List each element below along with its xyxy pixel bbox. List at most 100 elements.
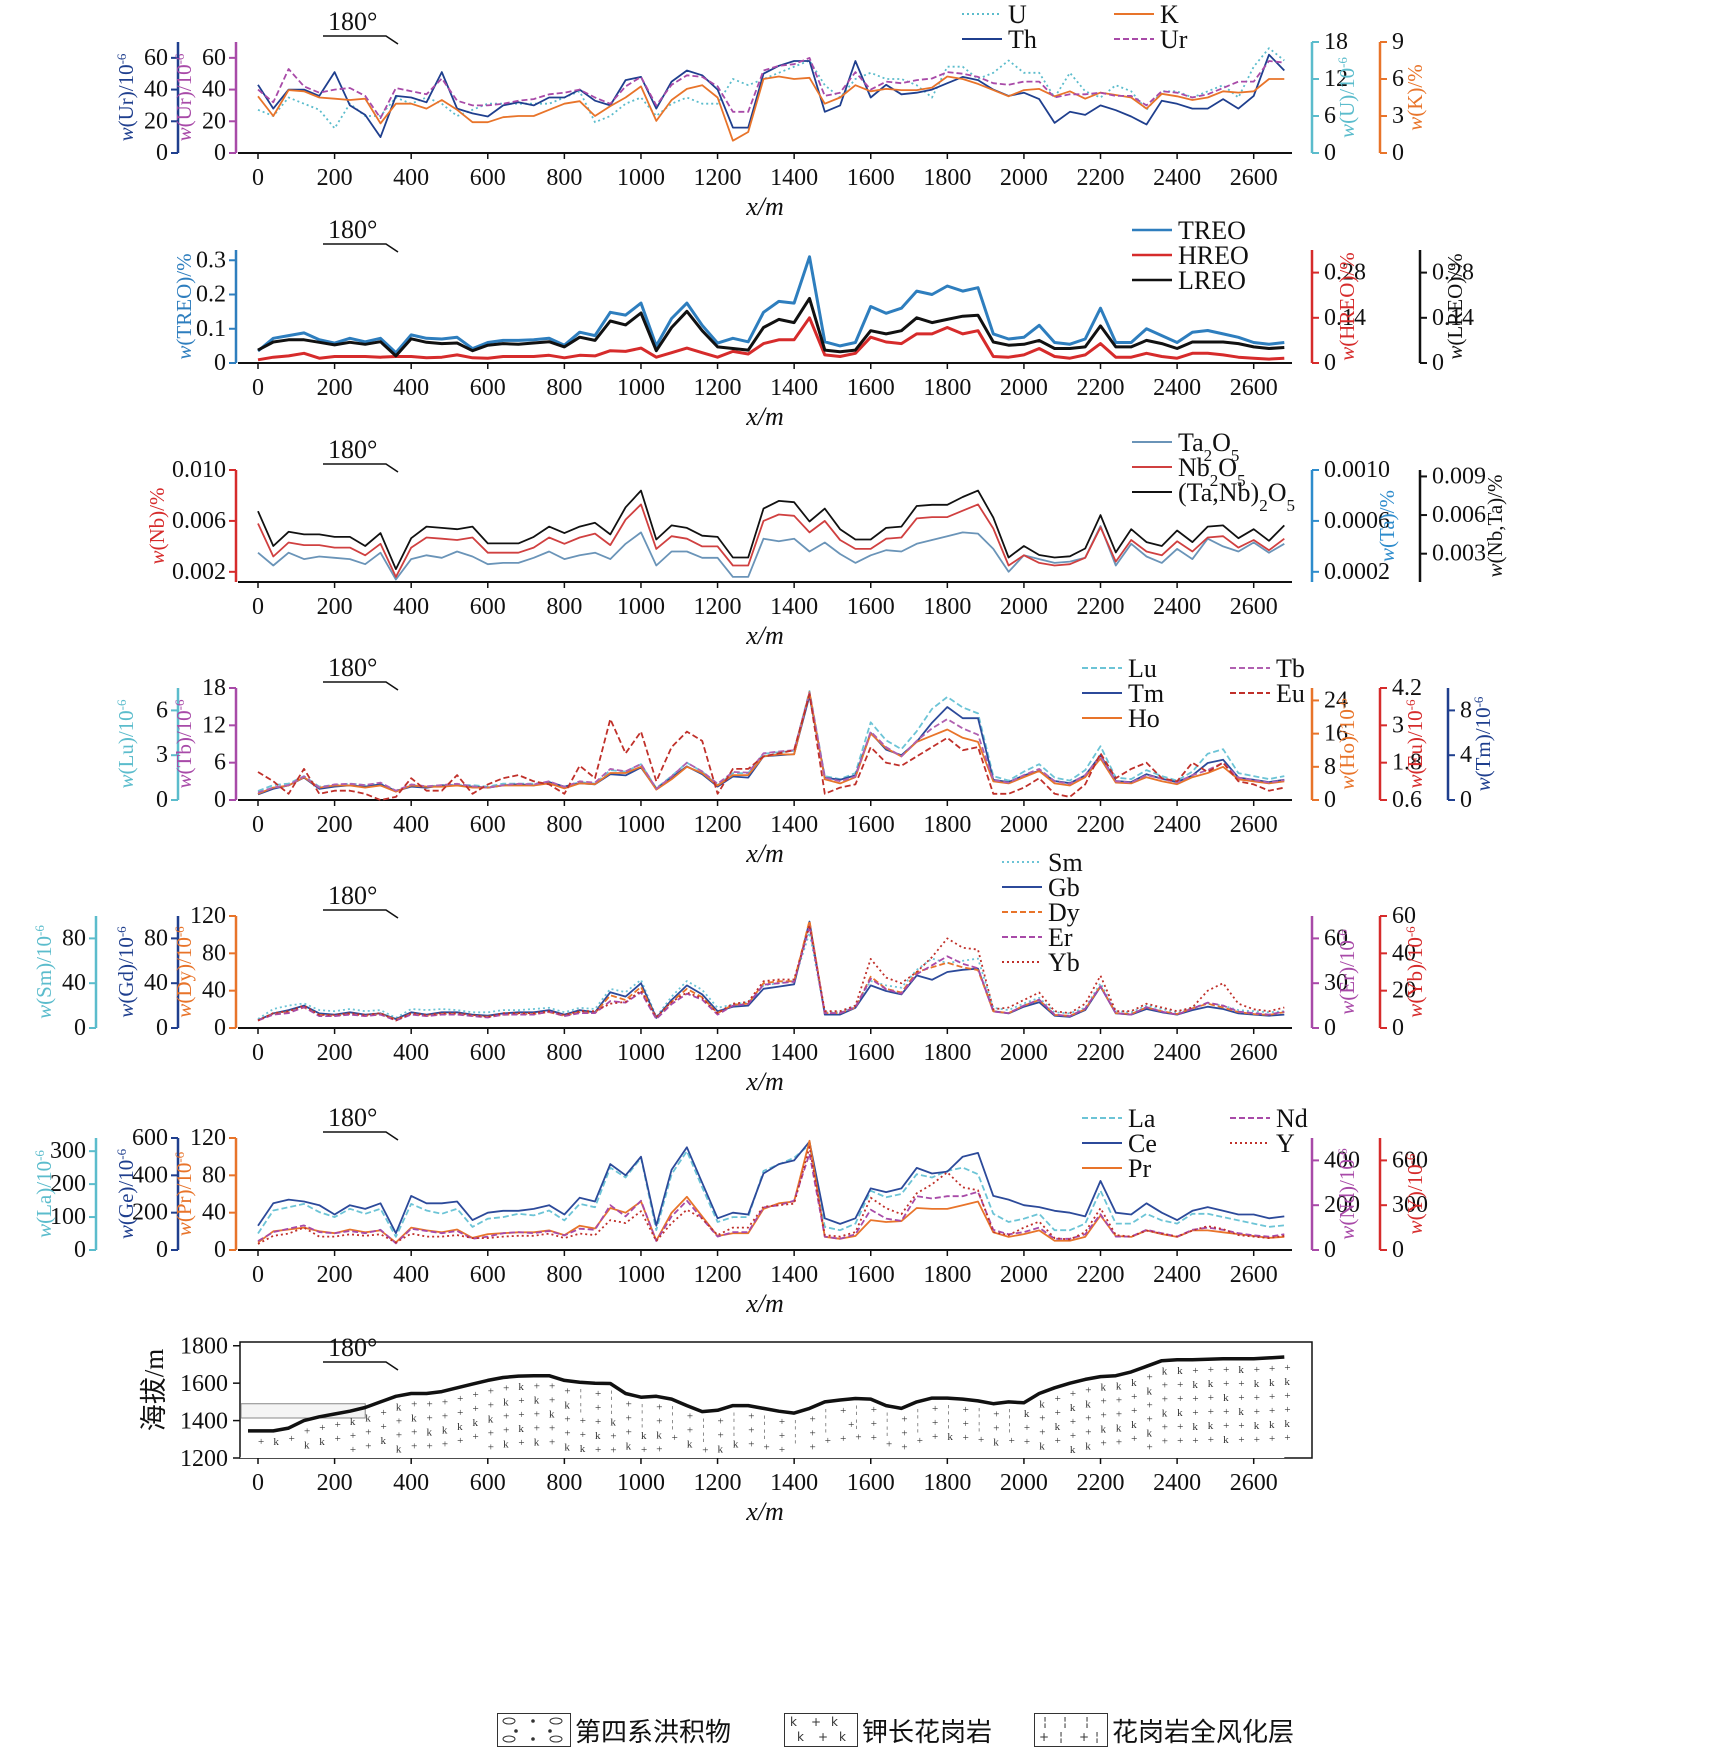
kfeldspar-mark: + <box>289 1433 295 1445</box>
kfeldspar-mark: + <box>626 1426 632 1438</box>
x-tick-label: 600 <box>470 594 506 620</box>
chart-panel-p2: 0 200 400 600 800 1000 1200 1400 1600 1800 2000 220… <box>172 215 1474 431</box>
kfeldspar-mark: + <box>1085 1412 1091 1424</box>
legend-label: Ce <box>1128 1129 1157 1158</box>
y-tick-label: 0.003 <box>1432 541 1486 567</box>
kfeldspar-mark: k <box>534 1437 540 1449</box>
weathered-mark: + <box>993 1409 999 1421</box>
kfeldspar-mark: + <box>1131 1433 1137 1445</box>
legend-item-lu: Lu <box>1082 654 1157 683</box>
legend-item-la: La <box>1082 1104 1156 1133</box>
y-tick-label: 80 <box>62 925 86 951</box>
y-tick-label: 0 <box>214 787 226 813</box>
x-tick-label: 2200 <box>1077 1040 1125 1066</box>
direction-label: 180° <box>328 435 377 464</box>
y-tick-label: 8 <box>1324 754 1336 780</box>
kfeldspar-mark: + <box>335 1433 341 1445</box>
x-tick-label: 600 <box>470 812 506 838</box>
y-tick-label: 6 <box>1324 103 1336 129</box>
x-tick-label: 400 <box>393 375 429 401</box>
kfeldspar-mark: k <box>687 1439 693 1451</box>
x-tick-label: 200 <box>317 812 353 838</box>
kfeldspar-mark: + <box>1177 1393 1183 1405</box>
series-line-th <box>257 53 1285 139</box>
weathered-mark: ¦ <box>855 1418 857 1430</box>
x-tick-label: 200 <box>317 594 353 620</box>
y-tick-label: 0 <box>1324 1237 1336 1263</box>
y-tick-label: 18 <box>1324 29 1348 55</box>
kfeldspar-mark: + <box>1223 1378 1229 1390</box>
weathered-mark: ¦ <box>947 1403 949 1415</box>
weathered-mark: ¦ <box>764 1427 766 1439</box>
kfeldspar-mark: + <box>1039 1412 1045 1424</box>
y-tick-label: 200 <box>132 1200 168 1226</box>
series-points-gb <box>258 922 1284 1021</box>
kfeldspar-mark: k <box>549 1409 555 1421</box>
kfeldspar-mark: + <box>580 1415 586 1427</box>
x-tick-label: 400 <box>393 1470 429 1496</box>
legend-item-ur: Ur <box>1114 25 1188 54</box>
kfeldspar-mark: + <box>1208 1406 1214 1418</box>
y-tick-label: 0.006 <box>172 508 226 534</box>
y-tick-label: 0.0006 <box>1324 508 1390 534</box>
legend-label: K <box>1160 0 1179 29</box>
kfeldspar-mark: + <box>1223 1420 1229 1432</box>
weathered-mark: ¦ <box>733 1425 735 1437</box>
x-tick-label: 1200 <box>694 1040 742 1066</box>
y-axis-title: w(Sm)/10-6 <box>32 925 57 1019</box>
direction-label: 180° <box>328 1333 377 1362</box>
weathered-mark: ¦ <box>886 1411 888 1423</box>
kfeldspar-mark: + <box>1208 1364 1214 1376</box>
y-tick-label: 0 <box>156 787 168 813</box>
kfeldspar-mark: + <box>901 1441 907 1453</box>
y-tick-label: 0 <box>1324 140 1336 166</box>
y-axis-lreo: 0 0.14 0.28w(LREO)/% <box>1418 250 1474 376</box>
kfeldspar-mark: k <box>411 1412 417 1424</box>
x-tick-label: 2600 <box>1230 812 1278 838</box>
legend-label: Er <box>1048 923 1073 952</box>
kfeldspar-mark: k <box>457 1421 463 1433</box>
y-tick-label: 20 <box>1392 978 1416 1004</box>
legend-item-tb: Tb <box>1230 654 1305 683</box>
x-tick-label: 1200 <box>694 375 742 401</box>
kfeldspar-mark: k <box>733 1439 739 1451</box>
kfeldspar-mark: k <box>580 1443 586 1455</box>
x-tick-label: 1400 <box>770 812 818 838</box>
kfeldspar-mark: + <box>1085 1426 1091 1438</box>
series-line-lreo <box>257 296 1285 358</box>
x-tick-label: 2000 <box>1000 1470 1048 1496</box>
y-axis-ur-outer: 0 20 40 60w(Ur)/10-6 <box>114 42 180 166</box>
weathered-mark: ¦ <box>978 1406 980 1418</box>
kfeldspar-mark: + <box>472 1431 478 1443</box>
kfeldspar-mark: + <box>488 1427 494 1439</box>
y-tick-label: 18 <box>202 675 226 701</box>
x-axis-label: x/m <box>745 839 784 868</box>
x-tick-label: 1800 <box>923 1040 971 1066</box>
kfeldspar-mark: k <box>1208 1420 1214 1432</box>
svg-text:¦: ¦ <box>1085 1715 1089 1729</box>
kfeldspar-mark: + <box>1162 1380 1168 1392</box>
y-tick-label: 1.8 <box>1392 750 1422 776</box>
x-tick-label: 800 <box>546 375 582 401</box>
kfeldspar-mark: k <box>319 1436 325 1448</box>
kfeldspar-mark: + <box>1192 1365 1198 1377</box>
legend-item-k: K <box>1114 0 1179 29</box>
legend-item-ta-nb-2o5: (Ta,Nb)2O5 <box>1132 478 1295 515</box>
kfeldspar-mark: + <box>1192 1435 1198 1447</box>
y-tick-label: 0 <box>214 1237 226 1263</box>
x-tick-label: 1800 <box>923 812 971 838</box>
x-tick-label: 200 <box>317 1262 353 1288</box>
x-tick-label: 2400 <box>1153 1262 1201 1288</box>
y-tick-label: 30 <box>1324 970 1348 996</box>
kfeldspar-mark: + <box>1223 1364 1229 1376</box>
kfeldspar-mark: + <box>518 1409 524 1421</box>
x-tick-label: 2000 <box>1000 375 1048 401</box>
x-tick-label: 1400 <box>770 1470 818 1496</box>
kfeldspar-mark: + <box>534 1423 540 1435</box>
kfeldspar-mark: k <box>1146 1385 1152 1397</box>
kfeldspar-mark: + <box>1254 1392 1260 1404</box>
